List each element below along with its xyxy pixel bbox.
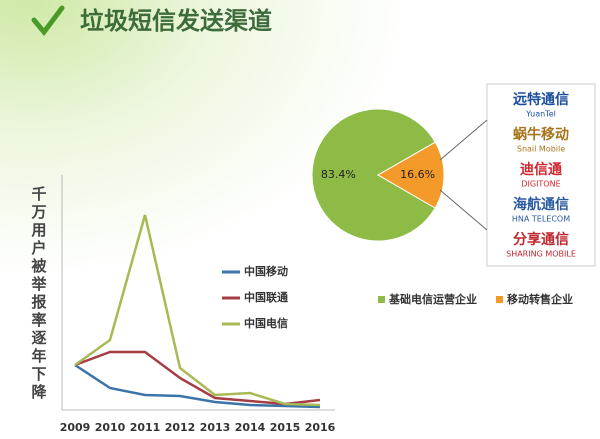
series-line — [74, 363, 321, 409]
legend-label: 中国移动 — [244, 264, 288, 278]
logo-box — [486, 83, 596, 267]
slice-label: 16.6% — [400, 168, 435, 181]
title: 垃圾短信发送渠道 — [80, 7, 272, 35]
x-tick-label: 2010 — [95, 421, 126, 434]
logo-name: 海航通信 — [513, 196, 569, 213]
legend-swatch — [378, 296, 385, 303]
x-tick-label: 2014 — [235, 421, 266, 434]
logo-sub: DIGITONE — [521, 180, 560, 189]
legend-label: 移动转售企业 — [507, 292, 573, 306]
logo-sub: HNA TELECOM — [512, 215, 570, 224]
logo-name: 远特通信 — [513, 91, 569, 108]
logo-name: 蜗牛移动 — [513, 126, 569, 143]
series-line — [74, 350, 321, 406]
legend-swatch — [496, 296, 503, 303]
logo-sub: YuanTel — [525, 110, 556, 119]
x-tick-label: 2016 — [305, 421, 336, 434]
logo-name: 分享通信 — [513, 231, 569, 248]
logo-sub: SHARING MOBILE — [506, 250, 576, 259]
callout-line — [439, 189, 488, 231]
x-tick-label: 2015 — [270, 421, 301, 434]
legend-label: 基础电信运营企业 — [388, 292, 477, 306]
legend-label: 中国联通 — [244, 290, 288, 304]
slice-label: 83.4% — [321, 168, 356, 181]
title-icon — [31, 5, 65, 37]
y-axis-label: 千万用户被举报率逐年下降 — [30, 186, 48, 402]
series-line — [74, 214, 321, 407]
pie-slice — [376, 141, 445, 209]
x-tick-label: 2013 — [200, 421, 231, 434]
x-tick-label: 2011 — [130, 421, 161, 434]
x-tick-label: 2012 — [165, 421, 196, 434]
pie-slice — [311, 108, 436, 242]
logo-name: 迪信通 — [520, 161, 562, 178]
callout-line — [439, 119, 488, 161]
logo-sub: Snail Mobile — [517, 145, 565, 154]
legend-label: 中国电信 — [244, 316, 288, 330]
x-tick-label: 2009 — [60, 421, 91, 434]
